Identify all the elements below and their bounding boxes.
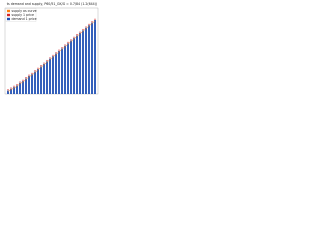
bar [94,20,96,94]
point [85,26,87,28]
point [40,65,42,67]
point [58,49,60,51]
legend-swatch [7,9,10,13]
bar [31,74,33,94]
bar [28,75,30,94]
point [70,39,72,41]
bar [52,56,54,94]
point [10,87,12,89]
bar [13,87,15,94]
legend-box [5,8,37,22]
point [91,21,93,23]
bar [76,35,78,94]
bar [88,25,90,95]
bar [22,81,24,94]
point [46,59,48,62]
bar [64,45,66,94]
point [76,34,78,36]
point [28,74,30,76]
chart-title: ts demand and supply, P60/51_GK/G = 0.7/… [7,2,97,6]
bar [19,82,21,94]
point [37,67,39,69]
line [7,20,96,92]
point [16,83,18,86]
bar [37,69,39,94]
point [79,31,81,33]
bar [70,40,72,94]
bar [67,43,69,94]
plot-frame [4,7,99,95]
bar [16,85,18,94]
legend-swatch [7,13,10,17]
point [43,62,45,64]
point [88,23,90,25]
bar [85,27,87,95]
bar [79,32,81,94]
point [52,54,54,56]
bar [82,30,84,94]
chart: ts demand and supply, P60/51_GK/G = 0.7/… [0,0,100,100]
bar [43,63,45,94]
point [64,44,66,46]
point [94,18,96,20]
bar [61,48,63,94]
point [31,72,33,74]
bar [49,58,51,94]
point [13,85,15,87]
legend-label: supply as curve [12,9,37,13]
legend-label: supply 1 price [12,13,35,17]
bar [73,38,75,94]
bar [55,53,57,94]
point [73,36,75,38]
bar [34,71,36,94]
legend-swatch [7,17,10,21]
point [25,77,27,79]
bar [40,66,42,94]
point [61,46,63,49]
point [82,28,84,31]
point [49,57,51,59]
point [22,79,24,81]
legend-label: demand 1 price [12,17,37,21]
point [19,81,21,83]
point [55,52,57,54]
bar [7,90,9,94]
point [34,70,36,72]
bar [58,51,60,94]
bar [46,61,48,94]
bar [25,78,27,94]
point [67,41,69,44]
point [7,89,9,91]
bar [91,22,93,94]
bar [10,88,12,94]
